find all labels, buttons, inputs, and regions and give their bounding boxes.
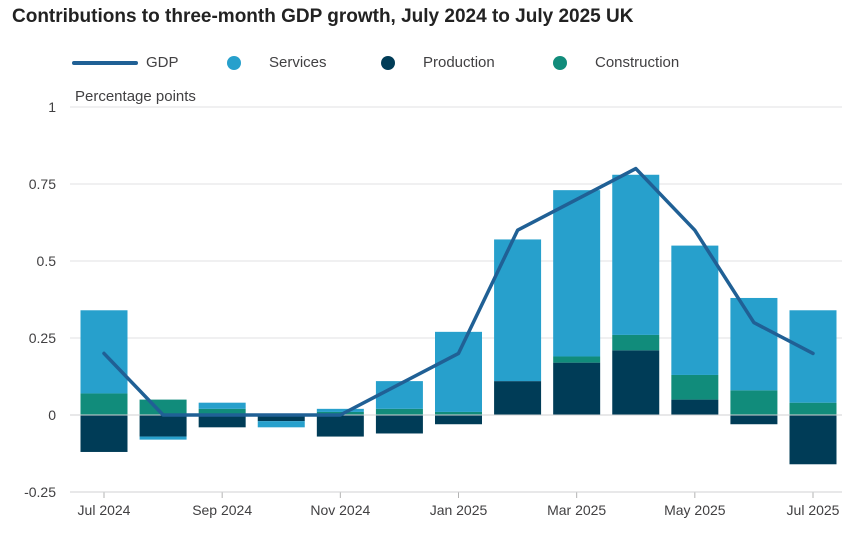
bar-construction bbox=[612, 334, 660, 351]
x-tick-label: Mar 2025 bbox=[547, 502, 606, 518]
x-tick-label: May 2025 bbox=[664, 502, 726, 518]
x-tick-label: Sep 2024 bbox=[192, 502, 252, 518]
bar-services bbox=[553, 190, 601, 357]
legend-item-gdp[interactable]: GDP bbox=[72, 54, 179, 71]
y-tick-label: 0 bbox=[48, 407, 56, 423]
bar-services bbox=[198, 402, 246, 409]
bar-services bbox=[435, 331, 482, 412]
production-dot-swatch-icon bbox=[381, 55, 395, 70]
bar-services bbox=[257, 421, 305, 428]
bar-production bbox=[553, 362, 601, 415]
y-tick-label: 1 bbox=[48, 99, 56, 115]
y-axis-units-label: Percentage points bbox=[75, 88, 196, 105]
legend-label-services: Services bbox=[269, 54, 327, 71]
legend-label-construction: Construction bbox=[595, 54, 680, 71]
bar-services bbox=[612, 174, 660, 335]
bar-construction bbox=[80, 393, 128, 415]
bar-production bbox=[789, 415, 837, 465]
bar-production bbox=[139, 415, 187, 437]
bar-construction bbox=[789, 402, 837, 415]
y-tick-label: -0.25 bbox=[24, 484, 56, 500]
bar-production bbox=[198, 415, 246, 428]
x-tick-label: Jan 2025 bbox=[430, 502, 488, 518]
bar-production bbox=[257, 415, 305, 422]
y-tick-label: 0.75 bbox=[29, 176, 56, 192]
gdp-line-swatch-icon bbox=[72, 60, 138, 65]
bar-stacks bbox=[80, 174, 837, 465]
gdp-line-series bbox=[102, 166, 815, 417]
y-axis-ticks: -0.25 0 0.25 0.5 0.75 1 bbox=[24, 99, 56, 500]
bar-services bbox=[139, 436, 187, 440]
bar-production bbox=[80, 415, 128, 452]
bar-construction bbox=[435, 411, 482, 415]
x-tick-label: Nov 2024 bbox=[310, 502, 370, 518]
legend-item-production[interactable]: Production bbox=[381, 54, 495, 71]
bar-production bbox=[435, 415, 482, 425]
chart-legend: GDP Services Production Construction bbox=[72, 54, 772, 78]
bar-production bbox=[612, 350, 660, 415]
bar-services bbox=[789, 310, 837, 403]
chart-title: Contributions to three-month GDP growth,… bbox=[12, 6, 634, 27]
bar-construction bbox=[198, 408, 246, 415]
services-dot-swatch-icon bbox=[227, 55, 241, 70]
bar-production bbox=[671, 399, 719, 415]
bar-construction bbox=[730, 390, 778, 415]
bar-production bbox=[316, 415, 364, 437]
bar-production bbox=[730, 415, 778, 425]
x-tick-label: Jul 2024 bbox=[78, 502, 131, 518]
gdp-line bbox=[102, 166, 815, 417]
bar-production bbox=[494, 381, 542, 415]
x-tick-label: Jul 2025 bbox=[787, 502, 840, 518]
bar-construction bbox=[553, 356, 601, 363]
bar-services bbox=[730, 297, 778, 391]
bar-production bbox=[375, 415, 423, 434]
bar-construction bbox=[375, 408, 423, 415]
bar-services bbox=[671, 245, 719, 375]
legend-label-production: Production bbox=[423, 54, 495, 71]
bar-construction bbox=[671, 374, 719, 400]
x-axis: Jul 2024 Sep 2024 Nov 2024 Jan 2025 Mar 2025… bbox=[70, 491, 842, 518]
legend-item-construction[interactable]: Construction bbox=[553, 54, 679, 71]
legend-label-gdp: GDP bbox=[146, 54, 179, 71]
construction-dot-swatch-icon bbox=[553, 55, 567, 70]
y-tick-label: 0.25 bbox=[29, 330, 56, 346]
legend-item-services[interactable]: Services bbox=[227, 54, 327, 71]
bar-services bbox=[316, 408, 364, 412]
y-tick-label: 0.5 bbox=[37, 253, 57, 269]
